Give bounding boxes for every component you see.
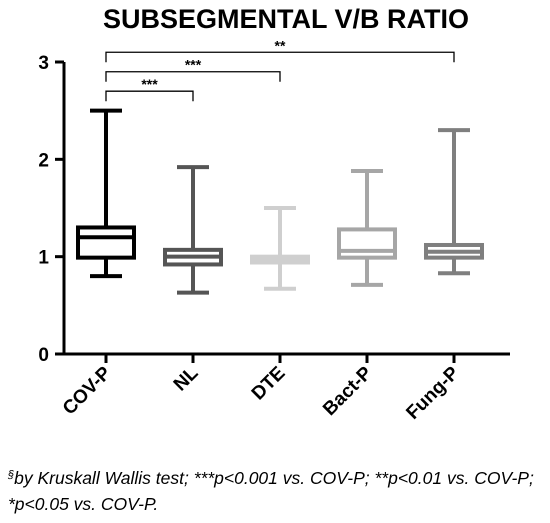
box-cov-p	[76, 108, 136, 279]
significance-brackets: ********	[105, 37, 455, 102]
footnote-text: by Kruskall Wallis test; ***p<0.001 vs. …	[8, 468, 534, 514]
significance-bracket-nl: ***	[105, 76, 194, 102]
y-tick-label-1: 1	[38, 248, 49, 269]
box-bact-p	[337, 169, 397, 287]
significance-label: ***	[141, 76, 158, 92]
significance-label: **	[275, 37, 286, 53]
bracket-line	[105, 51, 455, 63]
box-iqr	[337, 227, 397, 260]
bracket-line	[105, 90, 194, 102]
boxes	[76, 108, 484, 295]
x-tick-label-dte: DTE	[248, 363, 290, 405]
footnote-symbol: §	[8, 469, 15, 481]
bracket-line	[105, 71, 281, 82]
footnote: §by Kruskall Wallis test; ***p<0.001 vs.…	[8, 462, 548, 517]
y-tick-label-3: 3	[38, 53, 49, 74]
box-nl	[163, 165, 223, 295]
x-tick-label-cov-p: COV-P	[59, 362, 116, 419]
x-tick-label-bact-p: Bact-P	[319, 362, 377, 420]
significance-bracket-fung-p: **	[105, 37, 455, 63]
x-tick-label-nl: NL	[170, 362, 203, 395]
significance-label: ***	[185, 57, 202, 73]
x-axis-labels: COV-P NL DTE Bact-P Fung-P	[59, 362, 464, 423]
box-dte	[250, 206, 310, 291]
y-tick-label-2: 2	[38, 150, 49, 171]
box-iqr	[76, 225, 136, 260]
box-fung-p	[424, 128, 484, 276]
y-tick-label-0: 0	[38, 345, 49, 366]
axes: 0 1 2 3	[38, 53, 510, 366]
significance-bracket-dte: ***	[105, 57, 281, 82]
chart-title: SUBSEGMENTAL V/B RATIO	[103, 4, 469, 34]
x-tick-label-fung-p: Fung-P	[402, 362, 463, 423]
